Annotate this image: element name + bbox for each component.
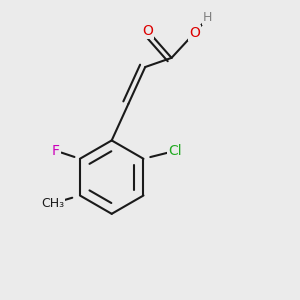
Text: H: H [203, 11, 213, 24]
Text: CH₃: CH₃ [41, 197, 64, 210]
Text: O: O [189, 26, 200, 40]
Text: Cl: Cl [169, 144, 182, 158]
Text: O: O [142, 24, 153, 38]
Text: F: F [52, 144, 60, 158]
